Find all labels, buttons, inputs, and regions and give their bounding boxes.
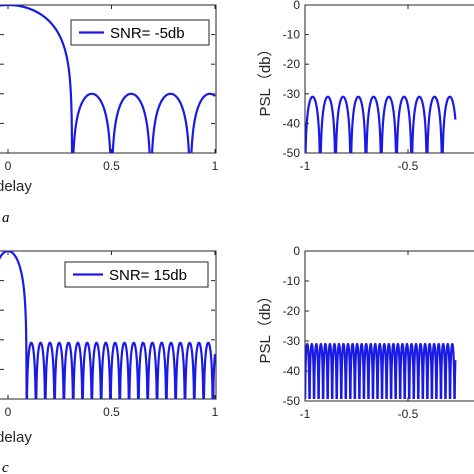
chart-a-left: 0 0.5 1 SNR= -5db delay bbox=[0, 4, 219, 195]
chart-a-right: -1 -0.5 0 -10 -20 -30 -40 -50 PSL（db） bbox=[257, 0, 474, 173]
x-tick-label: 0.5 bbox=[103, 405, 120, 419]
ticks-group: -1 -0.5 0 -10 -20 -30 -40 -50 bbox=[283, 0, 419, 173]
panel-letter-c: c bbox=[2, 460, 9, 474]
chart-c-left: 0 0.5 1 SNR= 15db delay bbox=[0, 250, 219, 446]
legend-label: SNR= 15db bbox=[109, 267, 187, 284]
chart-c-right: -1 -0.5 0 -10 -20 -30 -40 -50 PSL（db） bbox=[257, 244, 474, 421]
ticks-group: -1 -0.5 0 -10 -20 -30 -40 -50 bbox=[283, 244, 419, 421]
legend: SNR= -5db bbox=[70, 19, 210, 46]
x-axis-label: delay bbox=[0, 178, 32, 195]
y-tick-label: -30 bbox=[283, 334, 301, 348]
x-tick-label: -1 bbox=[300, 407, 311, 421]
series-line-snr-minus5 bbox=[0, 5, 216, 153]
y-tick-label: -40 bbox=[283, 116, 301, 130]
legend: SNR= 15db bbox=[64, 261, 209, 288]
y-tick-label: 0 bbox=[293, 244, 300, 258]
y-axis-label: PSL（db） bbox=[257, 288, 274, 363]
y-axis-label: PSL（db） bbox=[257, 41, 274, 116]
y-tick-label: -20 bbox=[283, 304, 301, 318]
y-tick-label: -40 bbox=[283, 364, 301, 378]
x-tick-label: 0 bbox=[5, 159, 12, 173]
series-line-snr-15 bbox=[0, 251, 216, 399]
x-tick-label: 1 bbox=[212, 405, 219, 419]
y-tick-label: -50 bbox=[283, 146, 301, 160]
x-axis-label: delay bbox=[0, 429, 32, 446]
y-tick-label: 0 bbox=[293, 0, 300, 12]
x-tick-label: -0.5 bbox=[398, 159, 419, 173]
x-tick-label: -1 bbox=[300, 159, 311, 173]
x-tick-label: 0 bbox=[5, 405, 12, 419]
x-tick-label: 0.5 bbox=[103, 159, 120, 173]
y-tick-label: -50 bbox=[283, 394, 301, 408]
y-tick-label: -10 bbox=[283, 28, 301, 42]
x-tick-label: 1 bbox=[212, 159, 219, 173]
legend-label: SNR= -5db bbox=[110, 25, 185, 42]
x-tick-label: -0.5 bbox=[398, 407, 419, 421]
y-tick-label: -30 bbox=[283, 87, 301, 101]
y-tick-label: -10 bbox=[283, 274, 301, 288]
panel-letter-a: a bbox=[2, 210, 10, 226]
series-line-psl bbox=[305, 342, 457, 399]
axes-frame bbox=[304, 4, 474, 154]
series-line-psl bbox=[305, 95, 457, 153]
y-tick-label: -20 bbox=[283, 57, 301, 71]
